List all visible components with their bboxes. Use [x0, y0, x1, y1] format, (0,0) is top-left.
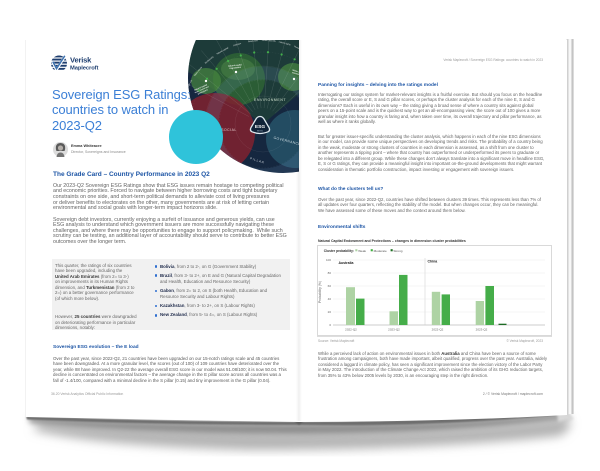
svg-text:protections: protections: [197, 88, 209, 96]
svg-text:Australia: Australia: [339, 261, 354, 265]
svg-text:ENVIRONMENT: ENVIRONMENT: [254, 98, 286, 102]
svg-text:Human rights: Human rights: [293, 45, 299, 53]
svg-text:Moderate: Moderate: [374, 249, 387, 253]
svg-text:Labour rights: Labour rights: [278, 40, 291, 46]
svg-text:Natural capital: Natural capital: [228, 63, 242, 67]
svg-text:0: 0: [329, 323, 331, 327]
svg-text:2023-Q2: 2023-Q2: [476, 328, 488, 332]
svg-text:Pollution: Pollution: [233, 42, 242, 48]
svg-text:80: 80: [328, 271, 332, 275]
svg-text:endowment and: endowment and: [194, 85, 210, 94]
svg-text:SOCIAL: SOCIAL: [221, 128, 236, 132]
svg-text:Health and edu: Health and edu: [262, 40, 277, 43]
svg-text:RATING: RATING: [257, 130, 264, 133]
svg-text:Cluster probability:: Cluster probability:: [324, 249, 354, 253]
svg-text:Strong: Strong: [393, 249, 402, 253]
svg-text:2023-Q2: 2023-Q2: [388, 328, 400, 332]
svg-text:20: 20: [328, 310, 332, 314]
svg-text:Climate risk: Climate risk: [185, 78, 193, 90]
svg-text:Maplecroft: Maplecroft: [70, 66, 98, 72]
svg-text:GOVERNANCE: GOVERNANCE: [273, 136, 299, 147]
svg-text:Resources: Resources: [248, 40, 258, 43]
svg-text:China: China: [428, 260, 438, 264]
svg-text:2022-Q2: 2022-Q2: [432, 328, 444, 332]
svg-text:Probability (%): Probability (%): [318, 281, 322, 303]
svg-text:100: 100: [326, 258, 331, 262]
svg-text:40: 40: [328, 297, 332, 301]
svg-text:2022-Q2: 2022-Q2: [345, 328, 357, 332]
svg-text:Verisk: Verisk: [70, 56, 92, 65]
svg-text:PILLAR: PILLAR: [249, 156, 265, 164]
svg-text:Degradation: Degradation: [229, 66, 242, 70]
svg-text:Natural capital: Natural capital: [194, 83, 208, 92]
svg-text:Water and: Water and: [292, 69, 299, 75]
svg-text:Biodiversity: Biodiversity: [204, 55, 215, 65]
svg-text:ESG: ESG: [255, 124, 265, 130]
svg-text:sanitation: sanitation: [292, 71, 299, 77]
svg-text:60: 60: [328, 284, 332, 288]
svg-text:Weak: Weak: [358, 249, 366, 253]
svg-text:Natural capital: Natural capital: [216, 46, 230, 55]
svg-text:Water stress: Water stress: [193, 66, 203, 77]
